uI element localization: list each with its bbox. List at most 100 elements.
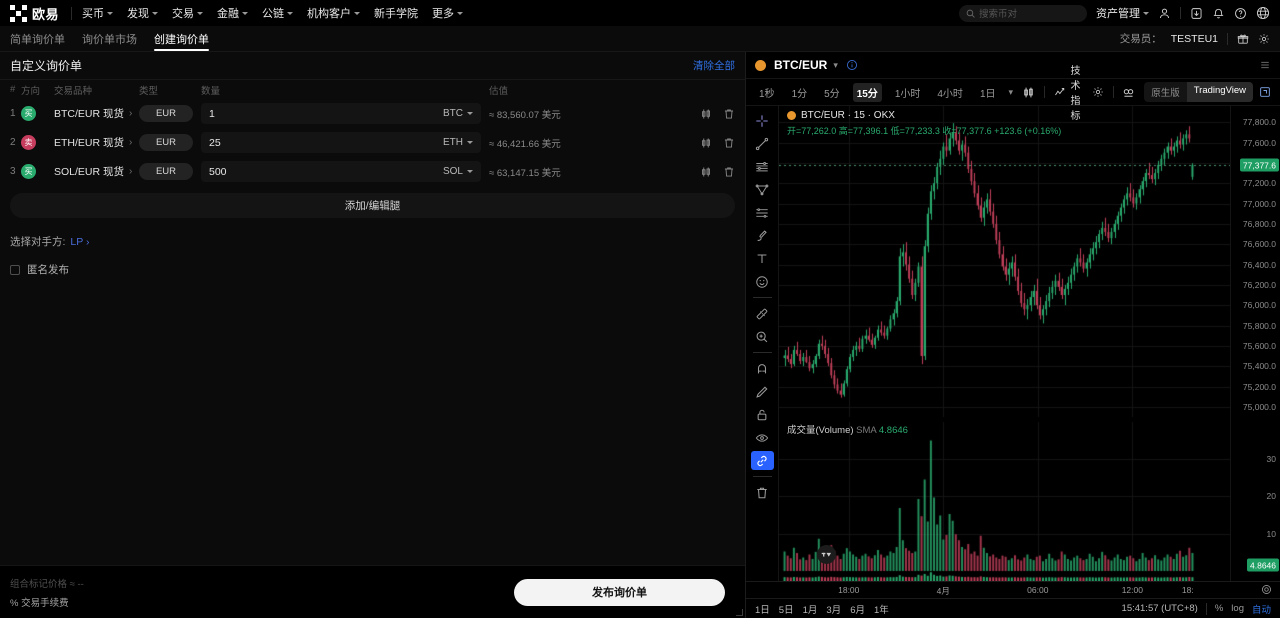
search-input[interactable]: 搜索币对	[959, 4, 1087, 22]
notification-bell-icon[interactable]	[1212, 7, 1225, 20]
panel-divider[interactable]	[745, 52, 746, 618]
candlestick-chart-icon[interactable]	[700, 108, 712, 120]
fullscreen-icon[interactable]	[1259, 86, 1271, 98]
user-account-icon[interactable]	[1158, 7, 1171, 20]
nav-item-academy[interactable]: 新手学院	[374, 5, 418, 21]
range-3m[interactable]: 3月	[826, 604, 842, 616]
quantity-input[interactable]: 25 ETH	[201, 132, 481, 153]
nav-divider	[1180, 7, 1181, 19]
language-globe-icon[interactable]	[1256, 6, 1270, 20]
download-icon[interactable]	[1190, 7, 1203, 20]
brush-tool-icon[interactable]	[751, 226, 774, 245]
emoji-tool-icon[interactable]	[751, 272, 774, 291]
type-chip[interactable]: EUR	[139, 163, 193, 180]
gift-icon[interactable]	[1237, 33, 1249, 45]
instrument-selector[interactable]: SOL/EUR 现货 ›	[54, 164, 139, 179]
timeframe-1m[interactable]: 1分	[791, 88, 808, 100]
chart-more-menu-icon[interactable]	[1259, 59, 1271, 71]
nav-item-asset-management[interactable]: 资产管理	[1096, 5, 1149, 21]
chart-settings-gear-icon[interactable]	[1092, 86, 1104, 98]
top-navigation-bar: 欧易 买币 发现 交易 金融 公链	[0, 0, 1280, 26]
timeframe-1d[interactable]: 1日	[979, 88, 996, 100]
scale-auto-button[interactable]: 自动	[1251, 604, 1271, 616]
range-1m[interactable]: 1月	[802, 604, 818, 616]
timeframe-1s[interactable]: 1秒	[759, 88, 775, 100]
pitchfork-tool-icon[interactable]	[751, 180, 774, 199]
link-objects-tool-icon[interactable]	[750, 451, 774, 470]
anonymous-checkbox[interactable]	[10, 264, 20, 275]
quantity-input[interactable]: 1 BTC	[201, 103, 481, 124]
trend-line-tool-icon[interactable]	[751, 134, 774, 153]
range-6m[interactable]: 6月	[850, 604, 865, 616]
hide-drawings-tool-icon[interactable]	[751, 428, 774, 447]
delete-row-icon[interactable]	[723, 108, 735, 120]
range-1y[interactable]: 1年	[873, 604, 889, 616]
chevron-down-icon	[467, 112, 473, 115]
counterparty-selector[interactable]: LP ›	[70, 236, 89, 248]
nav-item-more[interactable]: 更多	[432, 5, 464, 21]
direction-toggle-buy[interactable]: 买	[21, 106, 36, 121]
direction-toggle-sell[interactable]: 卖	[21, 135, 36, 150]
chart-plot-area[interactable]: BTC/EUR · 15 · OKX 开=77,262.0 高=77,396.1…	[779, 106, 1230, 581]
clear-all-button[interactable]: 清除全部	[693, 60, 735, 72]
scale-log-button[interactable]: log	[1231, 603, 1244, 614]
quantity-input[interactable]: 500 SOL	[201, 161, 481, 182]
currency-selector[interactable]: BTC	[443, 108, 473, 119]
tab-create-rfq[interactable]: 创建询价单	[154, 26, 209, 51]
range-1d[interactable]: 1日	[755, 604, 770, 616]
info-icon[interactable]	[846, 59, 858, 71]
compare-symbol-icon[interactable]	[1122, 86, 1135, 99]
currency-selector[interactable]: SOL	[443, 166, 473, 177]
timeframe-15m[interactable]: 15分	[852, 82, 882, 102]
fibonacci-tool-icon[interactable]	[751, 203, 774, 222]
chart-type-icon[interactable]	[1022, 86, 1035, 99]
settings-gear-icon[interactable]	[1258, 33, 1270, 45]
drawing-mode-tool-icon[interactable]	[751, 382, 774, 401]
chevron-down-icon[interactable]: ▾	[1008, 86, 1014, 97]
range-5d[interactable]: 5日	[778, 604, 794, 616]
okx-logo[interactable]: 欧易	[10, 4, 59, 23]
nav-item-institutional[interactable]: 机构客户	[307, 5, 361, 21]
candlestick-chart-icon[interactable]	[700, 166, 712, 178]
magnet-tool-icon[interactable]	[751, 359, 774, 378]
instrument-selector[interactable]: BTC/EUR 现货 ›	[54, 106, 139, 121]
add-edit-leg-button[interactable]: 添加/编辑腿	[10, 193, 735, 218]
nav-item-chain[interactable]: 公链	[262, 5, 294, 21]
crosshair-tool-icon[interactable]	[751, 111, 774, 130]
timeframe-5m[interactable]: 5分	[824, 88, 840, 100]
publish-rfq-button[interactable]: 发布询价单	[514, 578, 725, 606]
delete-row-icon[interactable]	[723, 166, 735, 178]
tab-rfq-market[interactable]: 询价单市场	[82, 26, 137, 51]
time-axis-settings-icon[interactable]	[1261, 584, 1272, 595]
type-chip[interactable]: EUR	[139, 134, 193, 151]
delete-row-icon[interactable]	[723, 137, 735, 149]
zoom-tool-icon[interactable]	[751, 327, 774, 346]
chevron-down-icon[interactable]: ▾	[833, 59, 838, 70]
remove-drawings-trash-icon[interactable]	[751, 483, 774, 502]
resize-grip[interactable]	[736, 609, 743, 616]
horizontal-lines-tool-icon[interactable]	[751, 157, 774, 176]
tab-simple-rfq[interactable]: 简单询价单	[10, 26, 65, 51]
time-axis[interactable]: 18:00 4月 06:00 12:00 18:	[746, 581, 1280, 598]
timeframe-4h[interactable]: 4小时	[937, 88, 963, 100]
candlestick-chart-icon[interactable]	[700, 137, 712, 149]
tradingview-logo-badge[interactable]	[817, 545, 836, 564]
direction-toggle-buy[interactable]: 买	[21, 164, 36, 179]
mode-native-option[interactable]: 原生版	[1151, 88, 1180, 99]
btc-coin-icon	[755, 59, 766, 71]
scale-percent-button[interactable]: %	[1214, 603, 1224, 614]
nav-item-buy-crypto[interactable]: 买币	[82, 5, 114, 21]
type-chip[interactable]: EUR	[139, 105, 193, 122]
instrument-selector[interactable]: ETH/EUR 现货 ›	[54, 135, 139, 150]
timeframe-1h[interactable]: 1小时	[894, 88, 921, 100]
text-tool-icon[interactable]	[751, 249, 774, 268]
price-axis[interactable]: 77,800.077,600.077,400.077,200.077,000.0…	[1230, 106, 1280, 581]
measure-ruler-tool-icon[interactable]	[751, 304, 774, 323]
nav-item-trade[interactable]: 交易	[172, 5, 204, 21]
mode-tradingview-option[interactable]: TradingView	[1186, 82, 1254, 102]
currency-selector[interactable]: ETH	[443, 137, 473, 148]
nav-item-finance[interactable]: 金融	[217, 5, 249, 21]
lock-tool-icon[interactable]	[751, 405, 774, 424]
nav-item-discover[interactable]: 发现	[127, 5, 159, 21]
help-icon[interactable]	[1234, 7, 1247, 20]
